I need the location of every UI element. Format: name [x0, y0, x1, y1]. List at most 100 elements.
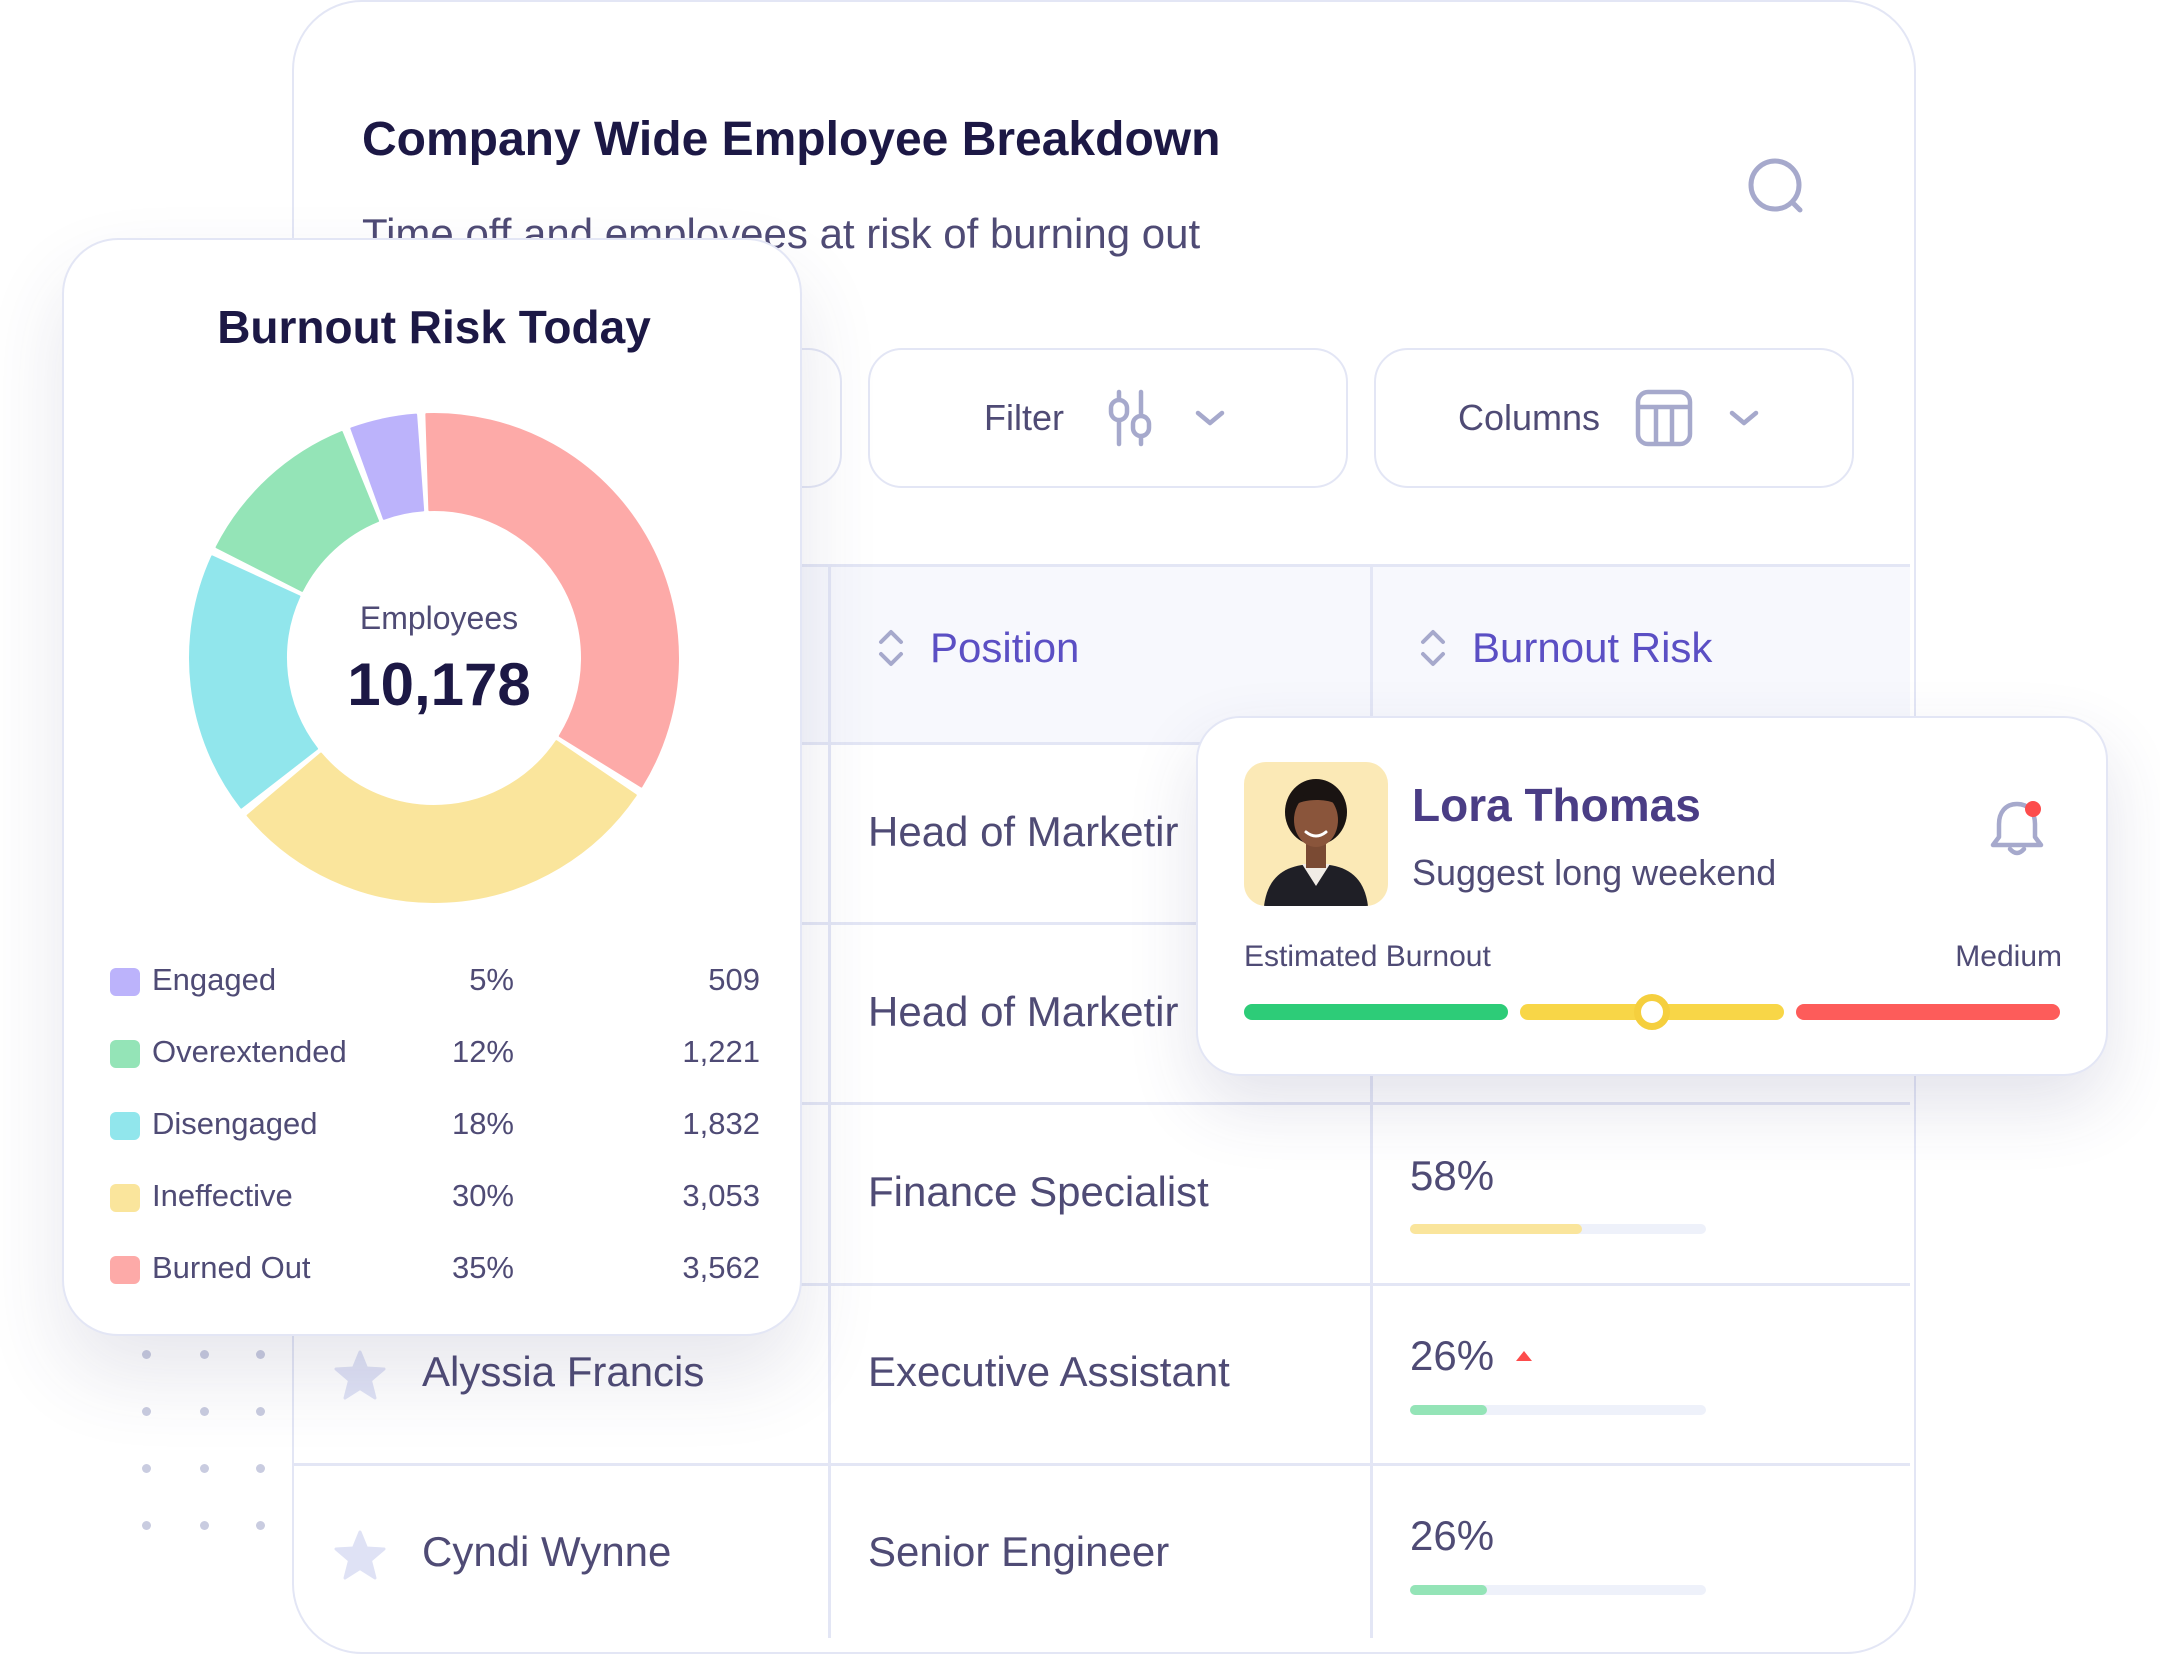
- legend-percent: 12%: [451, 1034, 514, 1069]
- column-header-burnout-risk[interactable]: Burnout Risk: [1418, 624, 1712, 672]
- decor-dot: [256, 1350, 265, 1359]
- legend-percent: 5%: [469, 962, 514, 997]
- card-title: Burnout Risk Today: [217, 301, 651, 353]
- legend-percent: 35%: [451, 1250, 514, 1285]
- burnout-risk-card: Burnout Risk Today Employees 10,178 Enga…: [62, 238, 802, 1336]
- legend-swatch: [110, 1184, 140, 1212]
- legend-percent: 18%: [451, 1106, 514, 1141]
- legend-swatch: [110, 1112, 140, 1140]
- donut-slice-engaged[interactable]: [350, 413, 425, 520]
- legend-count: 509: [708, 962, 760, 997]
- legend-item: Engaged 5% 509: [110, 962, 760, 1002]
- donut-slice-burned-out[interactable]: [425, 413, 679, 788]
- burnout-scale-marker: [1634, 994, 1670, 1030]
- legend-name: Ineffective: [152, 1178, 293, 1213]
- decor-dot: [200, 1350, 209, 1359]
- page-title: Company Wide Employee Breakdown: [362, 113, 1221, 166]
- burnout-percent: 26%: [1410, 1332, 1495, 1379]
- column-header-label: Burnout Risk: [1472, 624, 1713, 671]
- columns-table-icon: [1635, 389, 1693, 447]
- chevron-down-icon: [1195, 410, 1225, 426]
- burnout-scale-low: [1244, 1004, 1508, 1020]
- decor-dot: [256, 1521, 265, 1530]
- legend-name: Burned Out: [152, 1250, 311, 1285]
- decor-dot: [142, 1407, 151, 1416]
- burnout-bar-fill: [1410, 1405, 1487, 1415]
- divider: [294, 564, 1910, 567]
- legend-name: Overextended: [152, 1034, 347, 1069]
- search-icon: [1748, 158, 1803, 213]
- decor-dot: [142, 1350, 151, 1359]
- notification-dot: [2025, 801, 2041, 817]
- employee-profile-popover: Lora Thomas Suggest long weekend Estimat…: [1196, 716, 2108, 1076]
- table-cell-name: Cyndi Wynne: [422, 1528, 672, 1575]
- legend-swatch: [110, 968, 140, 996]
- burnout-bar-fill: [1410, 1585, 1487, 1595]
- profile-name: Lora Thomas: [1412, 779, 1701, 831]
- legend-count: 1,221: [682, 1034, 760, 1069]
- table-cell-position: Senior Engineer: [868, 1528, 1170, 1575]
- search-button[interactable]: [1740, 150, 1820, 230]
- table-cell-position: Head of Marketir: [868, 808, 1179, 855]
- decor-dot: [142, 1521, 151, 1530]
- legend-swatch: [110, 1040, 140, 1068]
- notification-button[interactable]: [1982, 794, 2052, 864]
- burnout-bar: [1410, 1224, 1706, 1234]
- legend-item: Ineffective 30% 3,053: [110, 1178, 760, 1218]
- sort-icon: [1421, 630, 1445, 666]
- table-cell-position: Executive Assistant: [868, 1348, 1230, 1395]
- legend-percent: 30%: [451, 1178, 514, 1213]
- divider: [294, 922, 1910, 925]
- donut-slice-ineffective[interactable]: [246, 740, 637, 903]
- donut-slice-disengaged[interactable]: [189, 555, 319, 809]
- decor-dot: [200, 1521, 209, 1530]
- legend-swatch: [110, 1256, 140, 1284]
- chevron-down-icon: [1729, 410, 1759, 426]
- burnout-bar: [1410, 1405, 1706, 1415]
- divider: [294, 1463, 1910, 1466]
- legend-item: Disengaged 18% 1,832: [110, 1106, 760, 1146]
- decor-dot: [200, 1407, 209, 1416]
- divider: [1370, 564, 1373, 1638]
- avatar[interactable]: [1244, 762, 1388, 906]
- donut-center-label: Employees: [359, 600, 519, 636]
- legend-item: Burned Out 35% 3,562: [110, 1250, 760, 1290]
- legend-name: Engaged: [152, 962, 277, 997]
- donut-center-value: 10,178: [347, 651, 531, 718]
- bell-icon: [1990, 801, 2044, 856]
- estimated-burnout-level: Medium: [1955, 940, 2062, 973]
- burnout-percent: 58%: [1410, 1152, 1495, 1199]
- legend-count: 3,053: [682, 1178, 760, 1213]
- divider: [294, 742, 1910, 745]
- legend-name: Disengaged: [152, 1106, 318, 1141]
- burnout-scale-high: [1796, 1004, 2060, 1020]
- decor-dot: [200, 1464, 209, 1473]
- decor-dot: [142, 1464, 151, 1473]
- filter-button[interactable]: Filter: [868, 348, 1348, 488]
- legend-count: 1,832: [682, 1106, 760, 1141]
- table-cell-name: Alyssia Francis: [422, 1348, 705, 1395]
- table-cell-position: Head of Marketir: [868, 988, 1179, 1035]
- divider: [294, 1283, 1910, 1286]
- profile-suggestion: Suggest long weekend: [1412, 852, 1777, 893]
- filter-label: Filter: [984, 397, 1064, 438]
- trend-up-icon: [1516, 1351, 1532, 1361]
- divider: [828, 564, 831, 1638]
- donut-slice-overextended[interactable]: [215, 431, 380, 592]
- columns-button[interactable]: Columns: [1374, 348, 1854, 488]
- avatar-portrait: [1264, 779, 1368, 906]
- legend-count: 3,562: [682, 1250, 760, 1285]
- estimated-burnout-label: Estimated Burnout: [1244, 940, 1491, 973]
- filter-sliders-icon: [1108, 389, 1152, 447]
- divider: [294, 1102, 1910, 1105]
- column-header-position[interactable]: Position: [876, 624, 1079, 672]
- table-cell-position: Finance Specialist: [868, 1168, 1209, 1215]
- burnout-bar-fill: [1410, 1224, 1582, 1234]
- decor-dot: [256, 1407, 265, 1416]
- star-icon[interactable]: [332, 1348, 388, 1404]
- donut-chart: [189, 413, 679, 903]
- legend-item: Overextended 12% 1,221: [110, 1034, 760, 1074]
- sort-icon: [879, 630, 903, 666]
- star-icon[interactable]: [332, 1528, 388, 1584]
- columns-label: Columns: [1458, 397, 1601, 438]
